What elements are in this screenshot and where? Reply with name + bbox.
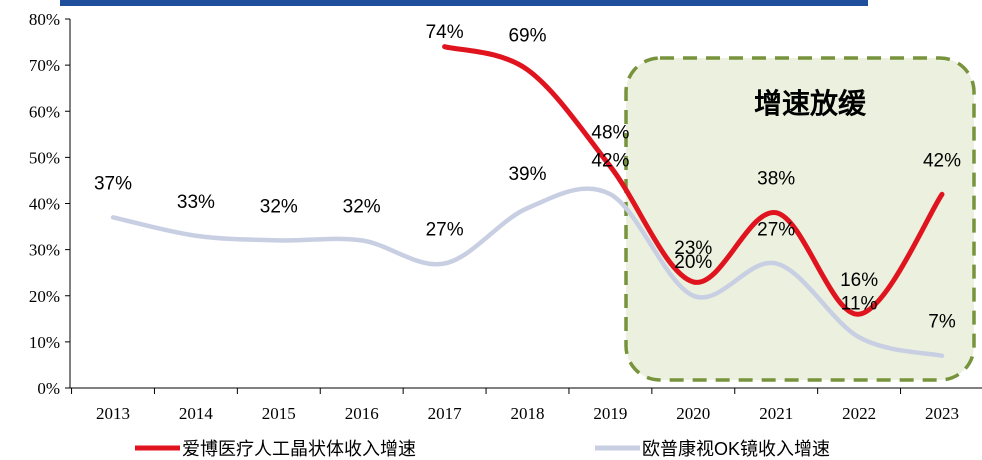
y-tick-label: 10% xyxy=(29,333,60,352)
data-label: 42% xyxy=(923,150,961,171)
data-label: 38% xyxy=(757,169,795,190)
x-tick-label: 2013 xyxy=(96,404,130,423)
data-label: 33% xyxy=(177,192,215,213)
data-label: 32% xyxy=(343,196,381,217)
data-label: 23% xyxy=(674,238,712,259)
x-tick-label: 2019 xyxy=(593,404,627,423)
x-tick-label: 2018 xyxy=(511,404,545,423)
data-label: 39% xyxy=(508,164,546,185)
header-bar xyxy=(60,0,868,6)
data-label: 42% xyxy=(591,150,629,171)
x-tick-label: 2017 xyxy=(428,404,463,423)
y-tick-label: 80% xyxy=(29,10,60,29)
data-label: 32% xyxy=(260,196,298,217)
y-tick-label: 30% xyxy=(29,241,60,260)
x-tick-label: 2023 xyxy=(925,404,959,423)
legend-label: 欧普康视OK镜收入增速 xyxy=(642,439,830,459)
data-label: 20% xyxy=(674,252,712,273)
legend-label: 爱博医疗人工晶状体收入增速 xyxy=(182,439,416,459)
data-label: 11% xyxy=(841,293,878,314)
annotation-box xyxy=(624,56,976,382)
data-label: 7% xyxy=(928,312,956,333)
y-tick-label: 70% xyxy=(29,56,60,75)
x-tick-label: 2021 xyxy=(759,404,793,423)
x-tick-label: 2014 xyxy=(179,404,214,423)
data-label: 27% xyxy=(426,219,464,240)
data-label: 69% xyxy=(508,26,546,47)
x-tick-label: 2022 xyxy=(842,404,876,423)
y-tick-label: 0% xyxy=(37,379,60,398)
y-tick-label: 40% xyxy=(29,195,60,214)
data-label: 48% xyxy=(591,123,629,144)
y-tick-label: 20% xyxy=(29,287,60,306)
series-line xyxy=(110,186,945,358)
annotation: 增速放缓 xyxy=(754,87,867,119)
series-line xyxy=(442,44,945,317)
x-tick-label: 2020 xyxy=(676,404,710,423)
y-tick-label: 60% xyxy=(29,102,60,121)
x-tick-label: 2015 xyxy=(262,404,296,423)
data-label: 37% xyxy=(94,173,132,194)
x-tick-label: 2016 xyxy=(345,404,379,423)
data-label: 74% xyxy=(426,22,464,43)
y-tick-label: 50% xyxy=(29,148,60,167)
data-label: 16% xyxy=(840,270,878,291)
data-label: 27% xyxy=(757,219,795,240)
